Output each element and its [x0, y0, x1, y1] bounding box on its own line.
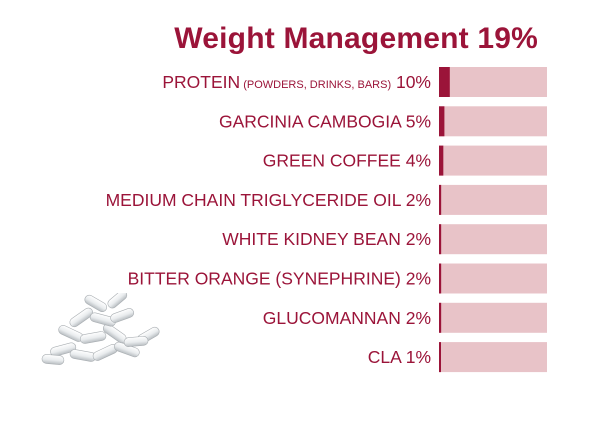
bar-track	[439, 342, 547, 373]
bar-value-label: 5%	[401, 111, 431, 131]
bar-value-label: 2%	[401, 269, 431, 289]
bar-label: GREEN COFFEE 4%	[263, 151, 431, 171]
chart-title: Weight Management 19%	[174, 22, 538, 55]
bar-fill	[439, 224, 442, 255]
bar-label-name: GARCINIA CAMBOGIA	[219, 111, 402, 131]
bar-track	[439, 302, 547, 333]
capsules-illustration	[41, 293, 160, 365]
bar-fill	[439, 67, 450, 97]
bar-label-name: BITTER ORANGE (SYNEPHRINE)	[128, 269, 401, 289]
bar-label-name: MEDIUM CHAIN TRIGLYCERIDE OIL	[106, 190, 402, 210]
bar-fill	[439, 302, 442, 333]
bar-fill	[439, 106, 445, 137]
bar-label-note: (POWDERS, DRINKS, BARS)	[240, 79, 391, 91]
bar-label: GARCINIA CAMBOGIA 5%	[219, 111, 431, 131]
bar-value-label: 2%	[401, 308, 431, 328]
bar-label: GLUCOMANNAN 2%	[263, 308, 431, 328]
bar-track	[439, 224, 547, 255]
bar-fill	[439, 145, 444, 176]
bar-value-label: 1%	[401, 347, 431, 367]
bar-label-name: WHITE KIDNEY BEAN	[222, 229, 401, 249]
bar-track	[439, 184, 547, 215]
bar-label-name: GREEN COFFEE	[263, 151, 401, 171]
bar-label: CLA 1%	[368, 347, 431, 367]
bar-track	[439, 67, 547, 97]
bar-label-name: CLA	[368, 347, 402, 367]
bar-label: BITTER ORANGE (SYNEPHRINE) 2%	[128, 269, 431, 289]
bar-value-label: 2%	[401, 190, 431, 210]
bar-value-label: 2%	[401, 229, 431, 249]
bar-label: MEDIUM CHAIN TRIGLYCERIDE OIL 2%	[106, 190, 431, 210]
bar-label: PROTEIN (POWDERS, DRINKS, BARS) 10%	[162, 72, 431, 92]
bar-track	[439, 106, 547, 137]
bar-fill	[439, 342, 441, 373]
bar-label-name: PROTEIN	[162, 72, 240, 92]
bar-label: WHITE KIDNEY BEAN 2%	[222, 229, 431, 249]
bar-track	[439, 145, 547, 176]
bar-value-label: 10%	[391, 72, 431, 92]
bar-label-name: GLUCOMANNAN	[263, 308, 401, 328]
bar-value-label: 4%	[401, 151, 431, 171]
bar-fill	[439, 184, 442, 215]
bar-track	[439, 263, 547, 294]
bar-fill	[439, 263, 442, 294]
